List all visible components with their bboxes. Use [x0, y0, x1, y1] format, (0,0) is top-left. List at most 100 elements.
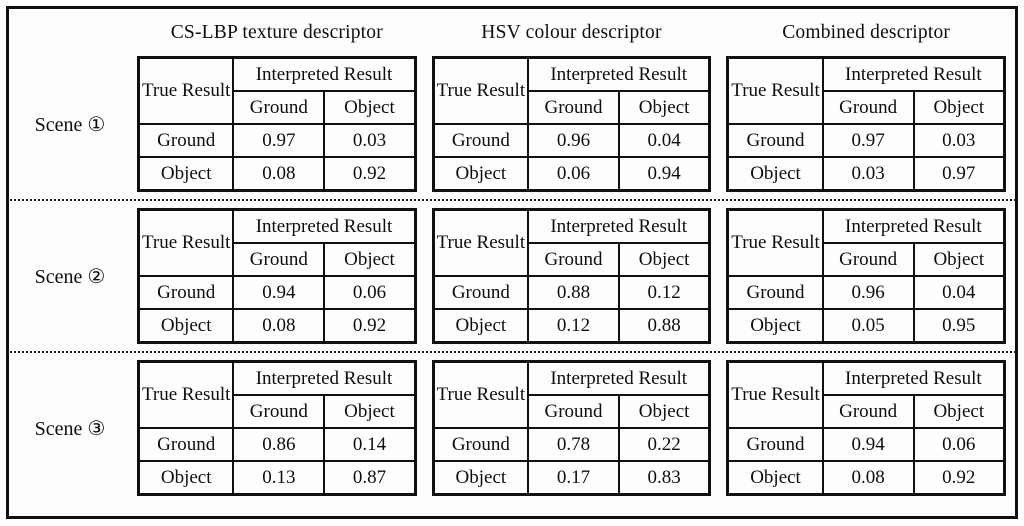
row-header-object: Object [432, 156, 530, 192]
table-row: Object 0.17 0.83 [432, 460, 711, 496]
matrix-value-ground-object: 0.06 [323, 275, 417, 310]
column-title-hsv: HSV colour descriptor [481, 22, 662, 43]
true-result-header: True Result [726, 360, 824, 429]
row-header-object: Object [137, 156, 235, 192]
row-header-ground: Ground [726, 427, 824, 462]
table-row: Ground Object [728, 90, 1006, 125]
scene-bands-container: Scene ① True Result Interpreted Result G… [6, 55, 1018, 497]
table-row: Object 0.06 0.94 [432, 156, 711, 192]
matrix-value-object-ground: 0.12 [527, 308, 620, 344]
row-header-ground: Ground [137, 123, 235, 158]
matrix-value-object-object: 0.87 [323, 460, 417, 496]
table-row: Object 0.08 0.92 [137, 156, 417, 192]
table-row: Ground 0.94 0.06 [726, 427, 1006, 462]
col-header-ground: Ground [232, 394, 326, 429]
confusion-matrix-table: True Result Interpreted Result Ground Ob… [137, 208, 417, 344]
row-header-ground: Ground [432, 427, 530, 462]
matrix-value-ground-ground: 0.97 [821, 123, 915, 158]
row-header-ground: Ground [137, 275, 235, 310]
row-header-ground: Ground [432, 275, 530, 310]
scene-label: Scene ② [34, 265, 106, 288]
table-row: Object 0.03 0.97 [726, 156, 1006, 192]
scene-label: Scene ① [34, 113, 106, 136]
table-row: Ground 0.96 0.04 [726, 275, 1006, 310]
matrix-value-ground-ground: 0.96 [527, 123, 620, 158]
interpreted-result-header: Interpreted Result [527, 208, 711, 244]
col-header-ground: Ground [232, 90, 326, 125]
matrix-value-object-object: 0.92 [323, 156, 417, 192]
confusion-matrix-table: True Result Interpreted Result Ground Ob… [431, 56, 712, 192]
confusion-matrix-table: True Result Interpreted Result Ground Ob… [726, 360, 1006, 496]
col-header-object: Object [912, 242, 1006, 277]
true-result-header: True Result [432, 360, 530, 429]
matrix-value-ground-object: 0.06 [912, 427, 1006, 462]
matrix-value-ground-ground: 0.86 [232, 427, 326, 462]
matrix-value-object-ground: 0.08 [821, 460, 915, 496]
matrix-value-ground-object: 0.14 [323, 427, 417, 462]
row-header-object: Object [137, 308, 235, 344]
matrix-value-object-ground: 0.17 [527, 460, 620, 496]
col-header-object: Object [323, 242, 417, 277]
table-row: Ground Object [728, 394, 1006, 429]
matrix-value-object-object: 0.88 [617, 308, 711, 344]
table-row: Object 0.12 0.88 [432, 308, 711, 344]
matrix-value-ground-object: 0.12 [617, 275, 711, 310]
interpreted-result-header: Interpreted Result [821, 56, 1006, 92]
interpreted-result-header: Interpreted Result [821, 208, 1006, 244]
results-figure-frame: CS-LBP texture descriptor HSV colour des… [6, 6, 1018, 519]
table-row: Object 0.05 0.95 [726, 308, 1006, 344]
table-row: True Result Interpreted Result [726, 208, 1006, 277]
confusion-matrix-table: True Result Interpreted Result Ground Ob… [726, 56, 1006, 192]
table-row: Ground 0.97 0.03 [726, 123, 1006, 158]
true-result-header: True Result [137, 360, 235, 429]
confusion-matrix-table: True Result Interpreted Result Ground Ob… [726, 208, 1006, 344]
matrix-value-ground-ground: 0.94 [232, 275, 326, 310]
scene-band: Scene ③ True Result Interpreted Result G… [18, 359, 1006, 497]
row-header-object: Object [726, 460, 824, 496]
matrix-value-object-object: 0.92 [912, 460, 1006, 496]
interpreted-result-header: Interpreted Result [527, 56, 711, 92]
matrix-value-ground-ground: 0.97 [232, 123, 326, 158]
table-row: Ground 0.86 0.14 [137, 427, 417, 462]
col-header-object: Object [617, 242, 711, 277]
col-header-ground: Ground [821, 242, 915, 277]
table-row: True Result Interpreted Result [432, 360, 711, 429]
confusion-matrix-table: True Result Interpreted Result Ground Ob… [137, 56, 417, 192]
matrix-value-object-object: 0.92 [323, 308, 417, 344]
confusion-matrix-table: True Result Interpreted Result Ground Ob… [431, 208, 712, 344]
col-header-ground: Ground [232, 242, 326, 277]
matrix-value-ground-ground: 0.78 [527, 427, 620, 462]
row-header-object: Object [137, 460, 235, 496]
interpreted-result-header: Interpreted Result [821, 360, 1006, 396]
table-row: True Result Interpreted Result [137, 208, 417, 277]
column-title-cslbp: CS-LBP texture descriptor [170, 22, 383, 43]
interpreted-result-header: Interpreted Result [527, 360, 711, 396]
table-row: True Result Interpreted Result [726, 56, 1006, 125]
matrix-value-object-ground: 0.08 [232, 308, 326, 344]
true-result-header: True Result [137, 56, 235, 125]
dotted-separator [6, 351, 1018, 353]
table-row: Object 0.08 0.92 [137, 308, 417, 344]
table-row: True Result Interpreted Result [432, 56, 711, 125]
col-header-ground: Ground [527, 394, 620, 429]
matrix-value-ground-ground: 0.96 [821, 275, 915, 310]
scene-label: Scene ③ [34, 417, 106, 440]
matrix-value-object-object: 0.95 [912, 308, 1006, 344]
table-row: Ground Object [433, 90, 711, 125]
row-header-ground: Ground [726, 275, 824, 310]
table-row: Ground 0.97 0.03 [137, 123, 417, 158]
matrix-value-object-ground: 0.05 [821, 308, 915, 344]
table-row: Object 0.13 0.87 [137, 460, 417, 496]
dotted-separator [6, 199, 1018, 201]
col-header-object: Object [323, 90, 417, 125]
col-header-ground: Ground [821, 394, 915, 429]
col-header-ground: Ground [527, 90, 620, 125]
table-row: Ground Object [139, 394, 417, 429]
matrix-value-object-object: 0.83 [617, 460, 711, 496]
table-row: Ground Object [139, 242, 417, 277]
scene-band: Scene ② True Result Interpreted Result G… [18, 207, 1006, 345]
table-row: Ground Object [139, 90, 417, 125]
col-header-object: Object [912, 394, 1006, 429]
column-title-combined: Combined descriptor [782, 22, 951, 43]
